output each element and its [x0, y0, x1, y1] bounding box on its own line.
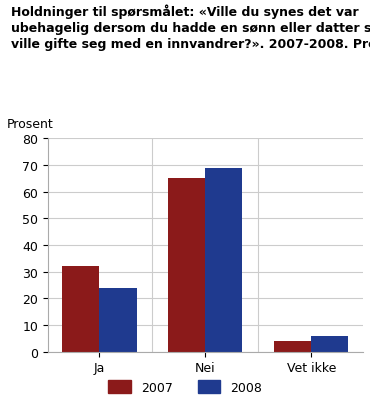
Text: Prosent: Prosent [7, 117, 54, 130]
Bar [274, 341, 311, 352]
Text: Holdninger til spørsmålet: «Ville du synes det var
ubehagelig dersom du hadde en: Holdninger til spørsmålet: «Ville du syn… [11, 4, 370, 51]
Bar [205, 169, 242, 352]
Bar [168, 179, 205, 352]
Bar [100, 288, 137, 352]
Legend: 2007, 2008: 2007, 2008 [103, 375, 267, 399]
Bar [311, 336, 348, 352]
Bar [63, 267, 100, 352]
